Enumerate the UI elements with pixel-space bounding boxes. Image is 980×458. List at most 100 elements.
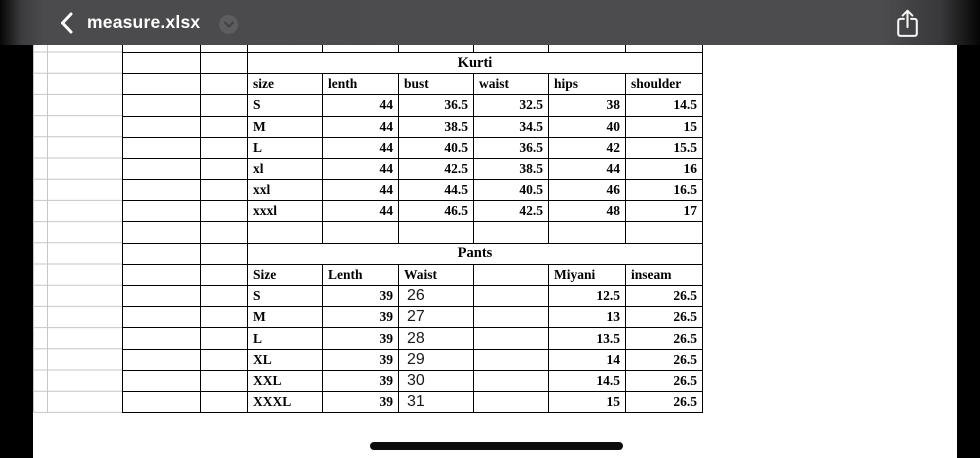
cell-kurti-hips: 44 xyxy=(549,158,626,181)
cell-pants-waist: 31 xyxy=(399,391,474,414)
empty-cell xyxy=(474,222,549,244)
empty-cell xyxy=(123,370,201,392)
pants-title-cell: Pants xyxy=(248,243,703,265)
cell-pants-lenth: 39 xyxy=(323,286,399,308)
pants-header-col4 xyxy=(474,264,549,287)
empty-cell xyxy=(201,95,248,117)
kurti-header-shoulder: shoulder xyxy=(626,74,703,96)
empty-cell xyxy=(201,328,248,350)
measurement-table: Kurti size lenth bust waist hips shoulde… xyxy=(122,30,703,414)
empty-cell xyxy=(123,286,201,308)
cell-kurti-waist: 34.5 xyxy=(474,116,549,138)
empty-cell xyxy=(399,222,474,244)
cell-kurti-size: S xyxy=(248,95,323,117)
back-button[interactable] xyxy=(57,11,75,35)
empty-cell xyxy=(248,222,323,244)
empty-cell xyxy=(474,391,549,414)
empty-cell xyxy=(201,243,248,265)
kurti-header-bust: bust xyxy=(399,74,474,96)
cell-kurti-lenth: 44 xyxy=(323,201,399,223)
right-bezel xyxy=(957,45,980,458)
cell-kurti-shoulder: 16 xyxy=(626,158,703,181)
empty-cell xyxy=(123,137,201,159)
empty-cell xyxy=(474,307,549,329)
cell-kurti-shoulder: 14.5 xyxy=(626,95,703,117)
cell-kurti-bust: 36.5 xyxy=(399,95,474,117)
home-indicator-handle[interactable] xyxy=(370,442,623,450)
title-dropdown-button[interactable] xyxy=(219,15,238,34)
empty-cell xyxy=(201,158,248,181)
empty-cell xyxy=(123,243,201,265)
cell-kurti-bust: 42.5 xyxy=(399,158,474,181)
pants-header-miyani: Miyani xyxy=(549,264,626,287)
empty-cell xyxy=(123,222,201,244)
kurti-header-size: size xyxy=(248,74,323,96)
empty-cell xyxy=(201,349,248,371)
cell-kurti-hips: 38 xyxy=(549,95,626,117)
empty-cell xyxy=(474,286,549,308)
empty-cell xyxy=(123,307,201,329)
cell-pants-inseam: 26.5 xyxy=(626,391,703,414)
empty-cell xyxy=(626,222,703,244)
cell-pants-waist: 29 xyxy=(399,349,474,371)
cell-pants-miyani: 13 xyxy=(549,307,626,329)
cell-kurti-waist: 40.5 xyxy=(474,180,549,202)
empty-cell xyxy=(201,264,248,287)
cell-kurti-waist: 32.5 xyxy=(474,95,549,117)
empty-cell xyxy=(123,264,201,287)
chevron-left-icon xyxy=(60,12,73,34)
empty-cell xyxy=(123,201,201,223)
cell-pants-waist: 27 xyxy=(399,307,474,329)
left-bezel xyxy=(0,45,33,458)
empty-cell xyxy=(201,137,248,159)
cell-kurti-lenth: 44 xyxy=(323,180,399,202)
cell-pants-size: XXXL xyxy=(248,391,323,414)
share-icon xyxy=(895,8,920,39)
empty-cell xyxy=(123,52,201,75)
cell-kurti-shoulder: 16.5 xyxy=(626,180,703,202)
cell-kurti-shoulder: 17 xyxy=(626,201,703,223)
cell-pants-size: XXL xyxy=(248,370,323,392)
cell-kurti-shoulder: 15.5 xyxy=(626,137,703,159)
cell-kurti-bust: 38.5 xyxy=(399,116,474,138)
cell-pants-waist: 28 xyxy=(399,328,474,350)
cell-pants-inseam: 26.5 xyxy=(626,328,703,350)
empty-cell xyxy=(474,370,549,392)
empty-cell xyxy=(123,116,201,138)
cell-pants-inseam: 26.5 xyxy=(626,307,703,329)
empty-cell xyxy=(123,349,201,371)
empty-cell xyxy=(201,222,248,244)
cell-kurti-waist: 38.5 xyxy=(474,158,549,181)
cell-kurti-hips: 40 xyxy=(549,116,626,138)
empty-cell xyxy=(474,328,549,350)
empty-cell xyxy=(201,116,248,138)
document-title: measure.xlsx xyxy=(87,12,201,32)
cell-pants-inseam: 26.5 xyxy=(626,370,703,392)
share-button[interactable] xyxy=(893,7,921,40)
kurti-title-cell: Kurti xyxy=(248,52,703,75)
cell-kurti-hips: 42 xyxy=(549,137,626,159)
chevron-down-icon xyxy=(223,21,234,28)
cell-pants-lenth: 39 xyxy=(323,328,399,350)
kurti-header-waist: waist xyxy=(474,74,549,96)
cell-pants-lenth: 39 xyxy=(323,370,399,392)
empty-cell xyxy=(474,349,549,371)
empty-cell xyxy=(549,222,626,244)
cell-pants-lenth: 39 xyxy=(323,307,399,329)
cell-pants-miyani: 13.5 xyxy=(549,328,626,350)
cell-kurti-bust: 44.5 xyxy=(399,180,474,202)
cell-kurti-size: M xyxy=(248,116,323,138)
cell-kurti-hips: 46 xyxy=(549,180,626,202)
cell-kurti-size: L xyxy=(248,137,323,159)
pants-header-lenth: Lenth xyxy=(323,264,399,287)
cell-kurti-size: xl xyxy=(248,158,323,181)
empty-cell xyxy=(201,391,248,414)
cell-pants-miyani: 12.5 xyxy=(549,286,626,308)
cell-pants-waist: 26 xyxy=(399,286,474,308)
empty-cell xyxy=(201,201,248,223)
empty-cell xyxy=(201,52,248,75)
empty-cell xyxy=(123,74,201,96)
cell-kurti-hips: 48 xyxy=(549,201,626,223)
cell-kurti-size: xxl xyxy=(248,180,323,202)
pants-header-inseam: inseam xyxy=(626,264,703,287)
